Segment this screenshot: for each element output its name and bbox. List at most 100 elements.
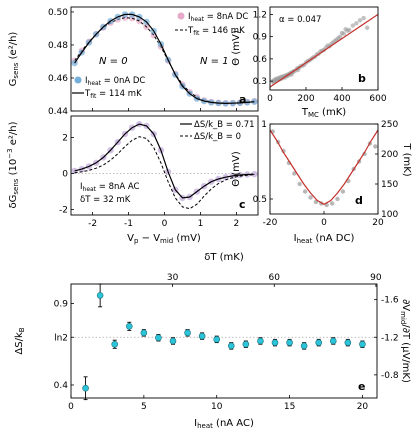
x-tick-label: 10 xyxy=(211,402,223,412)
panel-e-y-ticks: 0.4 ln2 0.9 xyxy=(54,300,74,391)
data-point xyxy=(344,339,352,346)
data-point xyxy=(359,340,366,348)
legend-label-114: Tfit = 114 mK xyxy=(84,89,142,100)
panel-e-y2-ticks: -1.6 -1.2 -0.8 xyxy=(374,296,399,381)
data-point xyxy=(373,144,378,149)
y-tick-label: -2 xyxy=(59,206,68,216)
data-point xyxy=(111,340,119,348)
panel-b-annot-alpha: α = 0.047 xyxy=(279,15,321,25)
y2-tick-label: 100 xyxy=(381,210,398,220)
series-line xyxy=(269,13,379,88)
y-tick-label: 0.9 xyxy=(253,33,268,43)
y-tick-label: 1 xyxy=(261,120,267,130)
panel-a-ylabel: Gsens (e²/h) xyxy=(8,32,20,87)
x-tick-label: 15 xyxy=(284,402,295,412)
data-point xyxy=(257,337,264,345)
panel-a: 0.44 0.46 0.48 0.50 Gsens (e²/h) N = 0 N = … xyxy=(8,6,259,117)
x2-tick-label: 60 xyxy=(269,273,281,283)
panel-a-plot-area xyxy=(71,11,258,107)
y2-tick-label: -1.6 xyxy=(381,296,399,306)
data-point xyxy=(365,25,370,30)
data-point xyxy=(227,342,235,350)
panel-d-ylabel: Θ (mV) xyxy=(231,151,242,187)
data-point xyxy=(329,201,335,206)
x-tick-label: 0 xyxy=(162,219,168,229)
y-tick-label: 1.2 xyxy=(253,10,267,20)
legend-marker-0nA xyxy=(74,76,82,84)
y-tick-label: 0.6 xyxy=(253,55,268,65)
x-tick-label: -2 xyxy=(88,219,97,229)
series-line xyxy=(74,13,255,105)
x2-tick-label: 30 xyxy=(167,273,179,283)
panel-e-x2-ticks: 306090120 xyxy=(167,273,382,287)
legend-label-0: ΔS/k_B = 0 xyxy=(194,132,241,142)
panel-e-plot-area xyxy=(82,283,366,401)
y-tick-label: 0.46 xyxy=(48,74,68,84)
legend-label-0nA: Iheat = 0nA DC xyxy=(85,76,145,87)
panel-e-ylabel: ΔS/kB xyxy=(14,327,26,354)
legend-label-8nA: Iheat = 8nA DC xyxy=(188,12,248,23)
y2-tick-label: 250 xyxy=(381,120,398,130)
panel-a-y-ticks: 0.44 0.46 0.48 0.50 xyxy=(48,8,74,117)
panel-a-legend-top: Iheat = 8nA DC Tfit = 146 mK xyxy=(175,12,248,37)
y-tick-label: 0.44 xyxy=(48,107,68,117)
panel-a-annot-n1: N = 1 xyxy=(200,56,229,67)
x-tick-label: 2 xyxy=(234,219,240,229)
x-tick-label: 0 xyxy=(321,218,327,228)
data-point xyxy=(213,336,221,343)
data-point xyxy=(315,339,323,346)
panel-a-annot-n0: N = 0 xyxy=(99,56,128,67)
panel-e-letter: e xyxy=(358,380,365,393)
panel-c-legend: ΔS/k_B = 0.71 ΔS/k_B = 0 xyxy=(180,120,255,142)
data-point xyxy=(357,18,363,23)
y-tick-label: 0.9 xyxy=(54,300,69,310)
panel-d-y-ticks: 0.51 xyxy=(253,120,273,205)
data-point xyxy=(341,31,346,36)
data-point xyxy=(242,340,250,348)
data-point xyxy=(198,332,206,340)
panel-e-xlabel: Iheat (nA AC) xyxy=(194,418,254,430)
panel-d-x-ticks: -20 0 20 xyxy=(263,211,384,228)
panel-c-xlabel: Vp − Vmid (mV) xyxy=(127,233,201,245)
x2-tick-label: 90 xyxy=(370,273,382,283)
panel-c-annot-iheat: Iheat = 8nA AC xyxy=(80,182,140,193)
y-tick-label: 0.3 xyxy=(253,77,267,87)
data-point xyxy=(155,334,162,342)
x-tick-label: 1 xyxy=(198,219,204,229)
data-point xyxy=(329,337,337,345)
y2-tick-label: -0.8 xyxy=(381,371,399,381)
x-tick-label: 0 xyxy=(68,402,74,412)
panel-d-plot-area xyxy=(269,129,379,208)
panel-b-frame xyxy=(269,6,379,91)
x-tick-label: -20 xyxy=(263,218,278,228)
x-tick-label: 0 xyxy=(267,94,273,104)
legend-label-146: Tfit = 146 mK xyxy=(187,26,245,37)
data-point xyxy=(125,323,133,330)
panel-c-letter: c xyxy=(239,198,246,211)
data-point xyxy=(286,339,293,346)
data-point xyxy=(82,384,89,392)
panel-d-y2-ticks: 100 150 200 250 xyxy=(375,120,398,220)
series-line xyxy=(269,129,379,205)
panel-e-x-ticks: 0 5 10 15 20 xyxy=(68,395,368,412)
data-point xyxy=(251,170,258,178)
y-tick-label: 0 xyxy=(62,170,68,180)
panel-b-y-ticks: 0.3 0.6 0.9 1.2 xyxy=(253,10,273,87)
panel-e-x2label: δT (mK) xyxy=(204,252,244,263)
data-point xyxy=(96,292,104,299)
panel-d-y2label: T (mK) xyxy=(401,142,412,176)
panel-b-x-ticks: 0 200 400 600 xyxy=(267,87,387,104)
panel-c-annot-dt: δT = 32 mK xyxy=(80,195,131,205)
panel-a-letter: a xyxy=(239,93,246,106)
data-point xyxy=(297,181,302,187)
panel-d-letter: d xyxy=(355,194,363,207)
y-tick-label: ln2 xyxy=(54,333,68,343)
panel-c: -2 0 2 -2 -1 0 1 2 δGsens (10−3 e²/h) Vp − Vmi… xyxy=(6,115,259,245)
panel-c-ylabel: δGsens (10−3 e²/h) xyxy=(6,121,20,208)
panel-d-xlabel: Iheat (nA DC) xyxy=(294,233,355,245)
series-line xyxy=(74,123,255,199)
data-point xyxy=(302,189,308,194)
y-tick-label: 2 xyxy=(62,134,68,144)
